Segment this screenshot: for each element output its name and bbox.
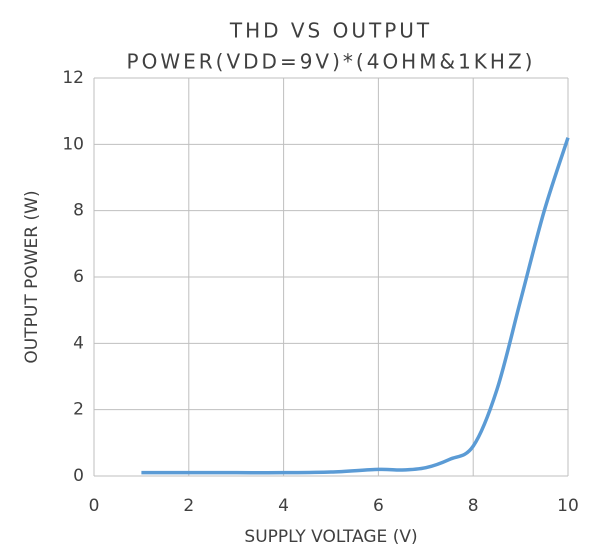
chart-title: POWER(VDD=9V)*(4OHM&1KHZ) <box>127 50 536 74</box>
y-tick-label: 0 <box>73 466 84 486</box>
x-tick-label: 0 <box>89 496 100 516</box>
y-tick-label: 8 <box>73 201 84 221</box>
y-tick-label: 12 <box>62 68 84 88</box>
y-tick-label: 4 <box>73 333 84 353</box>
x-axis-label: SUPPLY VOLTAGE (V) <box>244 527 417 547</box>
x-tick-label: 2 <box>183 496 194 516</box>
y-axis-label: OUTPUT POWER (W) <box>22 190 42 363</box>
y-tick-label: 6 <box>73 267 84 287</box>
y-tick-label: 2 <box>73 400 84 420</box>
chart-title: THD VS OUTPUT <box>229 19 432 43</box>
x-tick-label: 8 <box>468 496 479 516</box>
data-line <box>141 137 570 475</box>
y-tick-label: 10 <box>62 134 84 154</box>
x-tick-label: 6 <box>373 496 384 516</box>
x-tick-label: 4 <box>278 496 289 516</box>
x-tick-label: 10 <box>557 496 579 516</box>
